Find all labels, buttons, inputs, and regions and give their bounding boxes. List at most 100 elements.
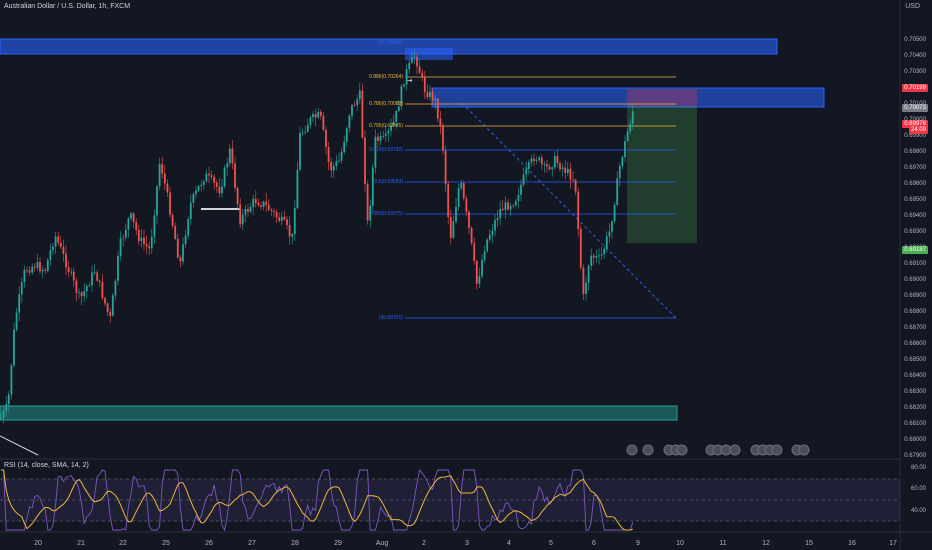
candle-body xyxy=(288,225,291,237)
candle-body xyxy=(257,202,260,206)
candle-body xyxy=(348,115,351,129)
candle-body xyxy=(59,242,62,247)
candle-body xyxy=(171,214,174,227)
candle-body xyxy=(468,211,470,228)
date-label: 9 xyxy=(636,540,640,547)
candle-body xyxy=(559,163,561,170)
fib-retracement[interactable] xyxy=(405,76,676,319)
candle-body xyxy=(161,164,164,174)
candle-body xyxy=(83,291,86,297)
candle-body xyxy=(330,161,333,171)
price-label: 0.70300 xyxy=(904,69,926,75)
price-label: 0.69500 xyxy=(904,197,926,203)
candle-body xyxy=(390,125,392,131)
candle-body xyxy=(122,237,125,239)
candle-body xyxy=(293,208,296,235)
candle-body xyxy=(577,191,580,229)
price-tag: 0.69187 xyxy=(902,246,928,255)
event-flag-icon[interactable] xyxy=(676,444,688,456)
price-label: 0.69800 xyxy=(904,149,926,155)
candle-body xyxy=(127,218,130,230)
candle-body xyxy=(405,69,408,85)
candle-body xyxy=(270,209,273,212)
candle-body xyxy=(533,158,535,162)
position-target-zone[interactable] xyxy=(627,106,697,243)
candle-body xyxy=(595,256,598,258)
candle-body xyxy=(436,98,439,119)
date-label: 21 xyxy=(77,540,85,547)
candle-body xyxy=(442,125,444,151)
candle-body xyxy=(517,194,520,201)
price-label: 0.69700 xyxy=(904,165,926,171)
position-stop-zone[interactable] xyxy=(627,89,697,106)
supply-zone-top[interactable] xyxy=(0,38,778,55)
trend-line[interactable] xyxy=(461,102,677,319)
candle-body xyxy=(621,157,624,167)
rsi-level-label: 60.00 xyxy=(910,486,926,492)
demand-zone-bottom[interactable] xyxy=(0,405,678,421)
candle-body xyxy=(91,272,93,286)
candle-body xyxy=(486,239,489,252)
candle-body xyxy=(397,106,400,111)
price-label: 0.69400 xyxy=(904,213,926,219)
candle-body xyxy=(338,160,340,162)
price-label: 0.69900 xyxy=(904,133,926,139)
candle-body xyxy=(452,221,455,238)
event-flag-icon[interactable] xyxy=(771,444,783,456)
candle-body xyxy=(41,269,44,272)
candle-body xyxy=(111,295,114,316)
candle-body xyxy=(114,280,117,296)
rsi-line xyxy=(1,468,634,532)
candle-body xyxy=(314,114,317,118)
candle-body xyxy=(228,148,231,164)
candle-body xyxy=(275,212,278,218)
candle-body xyxy=(507,202,509,210)
candle-body xyxy=(286,219,288,226)
candle-body xyxy=(618,166,621,179)
arrow-icon[interactable]: → xyxy=(406,76,413,85)
candle-body xyxy=(26,269,28,271)
candle-body xyxy=(62,246,65,254)
fib-level-label: 1(0.70465) xyxy=(378,40,403,46)
candle-body xyxy=(306,125,309,132)
candle-body xyxy=(408,62,411,70)
candle-body xyxy=(280,216,283,221)
candle-body xyxy=(291,234,294,237)
date-label: 28 xyxy=(291,540,299,547)
fib-level-label: 0.705(0.69945) xyxy=(369,123,403,129)
event-flag-icon[interactable] xyxy=(729,444,741,456)
currency-label: USD xyxy=(905,3,920,10)
chart-title: Australian Dollar / U.S. Dollar, 1h, FXC… xyxy=(4,3,131,10)
event-flag-icon[interactable] xyxy=(642,444,654,456)
candle-body xyxy=(195,190,197,195)
candle-body xyxy=(332,165,335,171)
candle-body xyxy=(267,204,270,210)
price-tag: 0.70199 xyxy=(902,84,928,93)
candle-body xyxy=(18,294,21,313)
price-label: 0.68200 xyxy=(904,405,926,411)
candle-body xyxy=(57,236,60,243)
price-label: 0.67900 xyxy=(904,453,926,459)
candle-body xyxy=(455,206,457,222)
candle-body xyxy=(572,179,574,181)
date-label: 6 xyxy=(592,540,596,547)
candle-body xyxy=(496,218,499,221)
candle-body xyxy=(80,292,83,297)
candle-body xyxy=(556,155,559,164)
candle-body xyxy=(78,292,80,294)
candle-body xyxy=(546,164,548,167)
candle-body xyxy=(158,164,161,187)
price-label: 0.70500 xyxy=(904,37,926,43)
drawn-line[interactable] xyxy=(0,435,39,456)
candle-body xyxy=(374,136,377,168)
candle-body xyxy=(501,208,504,211)
fib-level-label: 0(0.68701) xyxy=(378,315,403,321)
event-flag-icon[interactable] xyxy=(798,444,810,456)
event-flag-icon[interactable] xyxy=(626,444,638,456)
candle-body xyxy=(382,135,385,137)
candle-body xyxy=(366,184,369,221)
candle-body xyxy=(462,183,465,199)
candle-body xyxy=(592,255,595,258)
